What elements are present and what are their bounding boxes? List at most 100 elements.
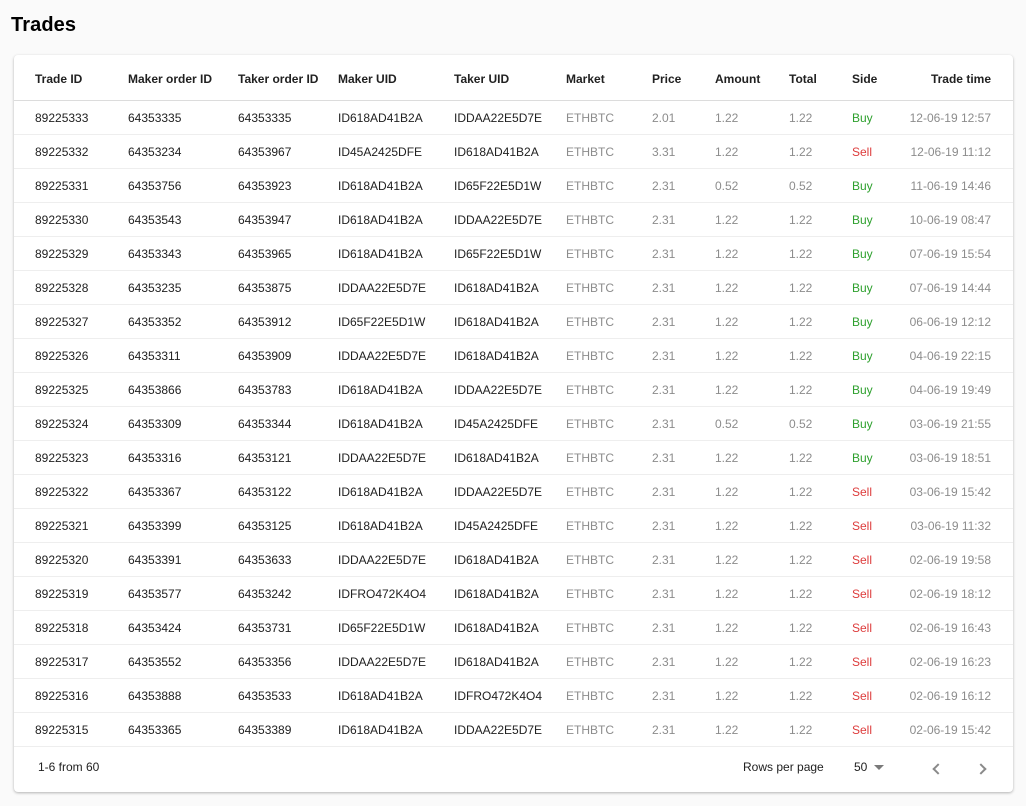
cell-amount: 1.22 [715, 474, 789, 509]
table-row[interactable]: 89225325 64353866 64353783 ID618AD41B2A IDDA… [14, 372, 1013, 407]
rows-per-page-label: Rows per page [743, 760, 824, 774]
column-header-price[interactable]: Price [652, 55, 715, 101]
cell-market: ETHBTC [566, 270, 652, 305]
cell-price: 2.31 [652, 576, 715, 611]
cell-trade-time: 11-06-19 14:46 [905, 168, 1013, 203]
cell-amount: 1.22 [715, 304, 789, 339]
cell-maker-uid: ID618AD41B2A [338, 474, 454, 509]
cell-total: 1.22 [789, 644, 852, 679]
cell-trade-time: 07-06-19 14:44 [905, 270, 1013, 305]
next-page-button[interactable] [970, 756, 996, 782]
cell-side: Sell [852, 134, 905, 169]
cell-total: 1.22 [789, 202, 852, 237]
column-header-market[interactable]: Market [566, 55, 652, 101]
cell-taker-order-id: 64353389 [238, 712, 338, 747]
cell-taker-uid: ID45A2425DFE [454, 508, 566, 543]
cell-total: 1.22 [789, 508, 852, 543]
table-row[interactable]: 89225333 64353335 64353335 ID618AD41B2A IDDA… [14, 100, 1013, 135]
cell-side: Buy [852, 202, 905, 237]
table-row[interactable]: 89225319 64353577 64353242 IDFRO472K4O4 ID61… [14, 576, 1013, 611]
table-row[interactable]: 89225320 64353391 64353633 IDDAA22E5D7E ID61… [14, 542, 1013, 577]
cell-maker-uid: IDDAA22E5D7E [338, 270, 454, 305]
cell-maker-uid: ID618AD41B2A [338, 678, 454, 713]
cell-taker-order-id: 64353356 [238, 644, 338, 679]
column-header-taker-uid[interactable]: Taker UID [454, 55, 566, 101]
table-row[interactable]: 89225321 64353399 64353125 ID618AD41B2A ID45… [14, 508, 1013, 543]
table-row[interactable]: 89225327 64353352 64353912 ID65F22E5D1W ID61… [14, 304, 1013, 339]
cell-trade-time: 02-06-19 16:12 [905, 678, 1013, 713]
cell-side: Buy [852, 100, 905, 135]
cell-maker-order-id: 64353577 [128, 576, 238, 611]
rows-per-page-select[interactable]: 50 [854, 756, 885, 778]
trades-table-card: Trade ID Maker order ID Taker order ID M… [14, 55, 1013, 792]
cell-maker-uid: IDFRO472K4O4 [338, 576, 454, 611]
cell-price: 2.31 [652, 508, 715, 543]
column-header-trade-id[interactable]: Trade ID [14, 55, 128, 101]
page-title: Trades [11, 14, 77, 36]
cell-amount: 1.22 [715, 134, 789, 169]
cell-maker-uid: ID618AD41B2A [338, 236, 454, 271]
previous-page-button[interactable] [923, 756, 949, 782]
cell-maker-order-id: 64353424 [128, 610, 238, 645]
cell-market: ETHBTC [566, 372, 652, 407]
table-row[interactable]: 89225315 64353365 64353389 ID618AD41B2A IDDA… [14, 712, 1013, 747]
table-header-row: Trade ID Maker order ID Taker order ID M… [14, 55, 1013, 101]
column-header-amount[interactable]: Amount [715, 55, 789, 101]
cell-total: 1.22 [789, 270, 852, 305]
table-row[interactable]: 89225332 64353234 64353967 ID45A2425DFE ID61… [14, 134, 1013, 169]
cell-maker-uid: IDDAA22E5D7E [338, 440, 454, 475]
column-header-total[interactable]: Total [789, 55, 852, 101]
cell-trade-id: 89225333 [14, 100, 128, 135]
cell-side: Buy [852, 270, 905, 305]
cell-side: Buy [852, 338, 905, 373]
cell-amount: 0.52 [715, 406, 789, 441]
cell-market: ETHBTC [566, 542, 652, 577]
cell-price: 2.31 [652, 270, 715, 305]
table-row[interactable]: 89225322 64353367 64353122 ID618AD41B2A IDDA… [14, 474, 1013, 509]
cell-taker-order-id: 64353731 [238, 610, 338, 645]
table-row[interactable]: 89225330 64353543 64353947 ID618AD41B2A IDDA… [14, 202, 1013, 237]
cell-trade-id: 89225325 [14, 372, 128, 407]
cell-price: 2.31 [652, 610, 715, 645]
cell-taker-order-id: 64353909 [238, 338, 338, 373]
cell-total: 1.22 [789, 304, 852, 339]
cell-market: ETHBTC [566, 610, 652, 645]
column-header-taker-order-id[interactable]: Taker order ID [238, 55, 338, 101]
cell-taker-order-id: 64353533 [238, 678, 338, 713]
table-row[interactable]: 89225331 64353756 64353923 ID618AD41B2A ID65… [14, 168, 1013, 203]
cell-market: ETHBTC [566, 508, 652, 543]
cell-side: Sell [852, 712, 905, 747]
column-header-maker-uid[interactable]: Maker UID [338, 55, 454, 101]
cell-total: 0.52 [789, 168, 852, 203]
cell-trade-time: 03-06-19 21:55 [905, 406, 1013, 441]
cell-trade-id: 89225316 [14, 678, 128, 713]
cell-maker-uid: ID618AD41B2A [338, 372, 454, 407]
column-header-trade-time[interactable]: Trade time [905, 55, 1013, 101]
cell-trade-id: 89225331 [14, 168, 128, 203]
table-row[interactable]: 89225323 64353316 64353121 IDDAA22E5D7E ID61… [14, 440, 1013, 475]
cell-market: ETHBTC [566, 168, 652, 203]
column-header-side[interactable]: Side [852, 55, 905, 101]
cell-maker-order-id: 64353888 [128, 678, 238, 713]
cell-taker-order-id: 64353967 [238, 134, 338, 169]
cell-trade-time: 02-06-19 16:23 [905, 644, 1013, 679]
cell-trade-id: 89225330 [14, 202, 128, 237]
table-row[interactable]: 89225324 64353309 64353344 ID618AD41B2A ID45… [14, 406, 1013, 441]
table-row[interactable]: 89225317 64353552 64353356 IDDAA22E5D7E ID61… [14, 644, 1013, 679]
table-row[interactable]: 89225326 64353311 64353909 IDDAA22E5D7E ID61… [14, 338, 1013, 373]
cell-amount: 1.22 [715, 270, 789, 305]
table-row[interactable]: 89225316 64353888 64353533 ID618AD41B2A IDFR… [14, 678, 1013, 713]
cell-maker-order-id: 64353756 [128, 168, 238, 203]
table-row[interactable]: 89225328 64353235 64353875 IDDAA22E5D7E ID61… [14, 270, 1013, 305]
cell-maker-order-id: 64353365 [128, 712, 238, 747]
cell-price: 2.31 [652, 474, 715, 509]
cell-price: 2.31 [652, 678, 715, 713]
cell-price: 2.31 [652, 644, 715, 679]
column-header-maker-order-id[interactable]: Maker order ID [128, 55, 238, 101]
cell-market: ETHBTC [566, 236, 652, 271]
table-row[interactable]: 89225318 64353424 64353731 ID65F22E5D1W ID61… [14, 610, 1013, 645]
cell-market: ETHBTC [566, 202, 652, 237]
cell-side: Sell [852, 644, 905, 679]
table-row[interactable]: 89225329 64353343 64353965 ID618AD41B2A ID65… [14, 236, 1013, 271]
cell-maker-uid: ID618AD41B2A [338, 202, 454, 237]
